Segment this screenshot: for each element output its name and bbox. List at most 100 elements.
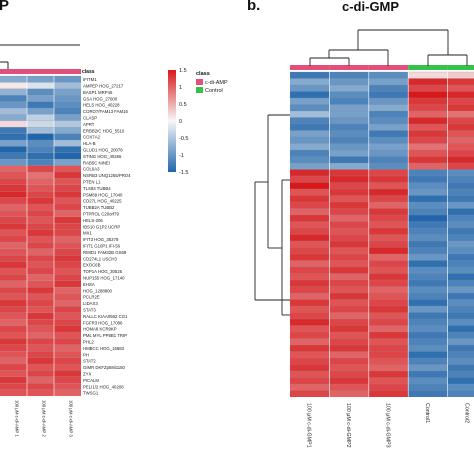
- heatmap-b-cell: [447, 176, 474, 183]
- heatmap-b-cell: [329, 85, 369, 92]
- heatmap-b-cell: [329, 345, 369, 352]
- heatmap-b-cell: [290, 377, 330, 384]
- heatmap-a-cell: [0, 88, 27, 96]
- heatmap-b-cell: [290, 91, 330, 98]
- heatmap-b-cell: [408, 111, 448, 118]
- heatmap-b-cell: [368, 260, 409, 267]
- heatmap-a-class-cell: [0, 69, 27, 74]
- heatmap-a-row-label: CD27L HOG_40225: [83, 199, 122, 204]
- heatmap-a-cell: [54, 376, 81, 384]
- heatmap-b-cell: [408, 163, 448, 170]
- heatmap-b-class-cell: [447, 65, 474, 70]
- heatmap-a-cell: [0, 357, 27, 364]
- heatmap-a-row-label: BASP1 MRP45: [83, 90, 113, 95]
- heatmap-a-cell: [54, 159, 81, 166]
- heatmap-b-cell: [447, 384, 474, 391]
- heatmap-a-row-label: LIDAX3: [83, 301, 98, 306]
- heatmap-a-cell: [0, 274, 27, 281]
- heatmap-a-cell: [0, 165, 27, 172]
- heatmap-b-cell: [368, 137, 409, 144]
- heatmap-b-column-label: 100 µM c-di-GMP2: [345, 403, 351, 448]
- heatmap-a-row-label: RAB5C NINEI: [83, 160, 110, 165]
- heatmap-b-column-labels: 100 µM c-di-GMP1 100 µM c-di-GMP2 100 µM c…: [306, 403, 470, 448]
- heatmap-b-cell: [447, 286, 474, 293]
- heatmap-a-cell: [27, 268, 54, 275]
- legend-class-label: c-di-AMP: [205, 80, 228, 86]
- heatmap-a-cell: [27, 108, 54, 115]
- heatmap-b-cell: [447, 195, 474, 202]
- heatmap-b-cell: [290, 358, 330, 365]
- heatmap-a-cell: [0, 280, 27, 288]
- heatmap-b-column-label: 100 µM c-di-GMP3: [385, 403, 391, 448]
- heatmap-b-cell: [290, 137, 330, 144]
- heatmap-b-column-label: 100 µM c-di-GMP1: [306, 403, 312, 448]
- heatmap-b-cell: [447, 332, 474, 339]
- heatmap-b-cell: [368, 78, 409, 85]
- heatmap-b-cell: [329, 338, 369, 345]
- heatmap-a-cell: [0, 127, 27, 134]
- legend-scale-tick: 0: [179, 119, 182, 125]
- heatmap-b-cell: [329, 234, 369, 241]
- heatmap-a-row-label: STAT2: [83, 359, 96, 364]
- heatmap-b-cell: [329, 150, 369, 157]
- heatmap-b-cell: [408, 150, 448, 157]
- heatmap-a: [0, 69, 81, 396]
- heatmap-b-cell: [408, 215, 448, 222]
- heatmap-b-cell: [447, 182, 474, 189]
- heatmap-b-cell: [408, 72, 448, 79]
- legend-scale-tick: 1.5: [179, 68, 187, 74]
- heatmap-a-cell: [27, 133, 54, 140]
- heatmap-b-cell: [408, 182, 448, 189]
- legend-color-scale: [168, 70, 176, 172]
- heatmap-a-cell: [27, 274, 54, 281]
- heatmap-b-cell: [408, 137, 448, 144]
- heatmap-a-cell: [54, 357, 81, 364]
- heatmap-a-cell: [27, 165, 54, 172]
- heatmap-b-cell: [290, 163, 330, 170]
- heatmap-b-cell: [447, 325, 474, 332]
- heatmap-a-cell: [27, 255, 54, 262]
- dendrogram: [0, 29, 468, 316]
- heatmap-b-cell: [447, 345, 474, 352]
- heatmap-b-cell: [408, 228, 448, 235]
- heatmap-b-cell: [408, 208, 448, 215]
- heatmap-b-cell: [329, 332, 369, 339]
- heatmap-a-row-label: AMPEP HOG_27217: [83, 84, 124, 89]
- heatmap-b-cell: [368, 176, 409, 183]
- heatmap-a-cell: [27, 184, 54, 192]
- heatmap-b-cell: [447, 247, 474, 254]
- heatmap-b-cell: [290, 241, 330, 248]
- heatmap-b-cell: [368, 325, 409, 332]
- heatmap-a-cell: [54, 236, 81, 243]
- heatmap-a-cell: [54, 255, 81, 262]
- heatmap-b-cell: [329, 306, 369, 313]
- heatmap-a-cell: [0, 261, 27, 268]
- heatmap-b-cell: [408, 124, 448, 131]
- heatmap-b-cell: [290, 371, 330, 378]
- heatmap-a-cell: [54, 229, 81, 236]
- heatmap-b-cell: [447, 169, 474, 176]
- heatmap-a-row-label: GSA HOG_27000: [83, 96, 118, 101]
- heatmap-b-cell: [329, 371, 369, 378]
- heatmap-b-cell: [290, 195, 330, 202]
- heatmap-a-cell: [54, 351, 81, 358]
- legend-scale-tick: -1: [179, 153, 184, 159]
- heatmap-a-cell: [27, 229, 54, 236]
- heatmap-a-cell: [0, 376, 27, 384]
- heatmap-a-cell: [27, 312, 54, 320]
- heatmap-a-cell: [54, 108, 81, 115]
- heatmap-b-cell: [368, 280, 409, 287]
- heatmap-a-cell: [0, 351, 27, 358]
- heatmap-a-row-label: IFIT1 G10P1 IFI-56: [83, 244, 121, 249]
- heatmap-b-cell: [290, 364, 330, 371]
- heatmap-a-row-label: PH: [83, 352, 89, 357]
- heatmap-a-cell: [27, 191, 54, 198]
- heatmap-a-cell: [27, 120, 54, 128]
- legend-class-swatch: [196, 87, 203, 93]
- heatmap-a-cell: [54, 344, 81, 352]
- heatmap-b-cell: [408, 390, 448, 397]
- heatmap-a-cell: [0, 133, 27, 140]
- heatmap-a-row-label: PHL2: [83, 340, 94, 345]
- heatmap-a-class-header: class: [82, 69, 95, 75]
